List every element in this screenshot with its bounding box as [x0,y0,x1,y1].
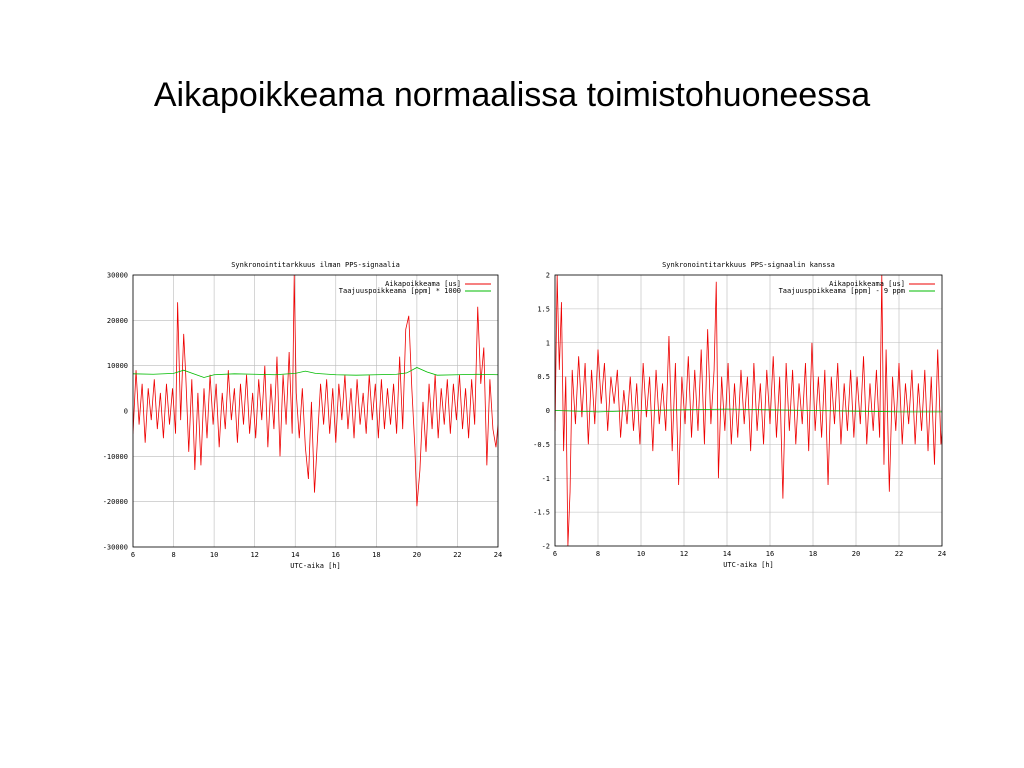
chart-synkronointi-pps-kanssa: Synkronointitarkkuus PPS-signaalin kanss… [533,261,946,569]
chart-0-xtick-label-2: 10 [210,551,218,559]
chart-0-ytick-label-0: -30000 [103,544,128,552]
chart-0-series-line-1 [133,367,498,378]
chart-1-xtick-label-9: 24 [938,550,946,558]
chart-0-ytick-label-2: -10000 [103,453,128,461]
chart-synkronointi-ilman-pps: Synkronointitarkkuus ilman PPS-signaalia… [103,261,503,570]
chart-0-xtick-label-5: 16 [332,551,340,559]
chart-1-xtick-label-8: 22 [895,550,903,558]
slide-title: Aikapoikkeama normaalissa toimistohuonee… [153,76,871,114]
chart-1-ytick-label-7: 1.5 [537,305,550,313]
chart-1-xtick-label-6: 18 [809,550,817,558]
chart-1-xtick-label-7: 20 [852,550,860,558]
chart-0-legend-label-0: Aikapoikkeama [us] [385,280,461,288]
chart-0-ytick-label-1: -20000 [103,498,128,506]
chart-0-xtick-label-0: 6 [131,551,135,559]
chart-0-xlabel: UTC-aika [h] [290,562,341,570]
chart-0-series-line-0 [133,275,498,507]
chart-0-xtick-label-1: 8 [171,551,175,559]
chart-1-legend-label-1: Taajuuspoikkeama [ppm] - 9 ppm [779,287,905,295]
chart-0-title: Synkronointitarkkuus ilman PPS-signaalia [231,261,400,269]
chart-1-ytick-label-3: -0.5 [533,441,550,449]
chart-1-ytick-label-1: -1.5 [533,509,550,517]
chart-1-xtick-label-3: 12 [680,550,688,558]
chart-1-ytick-label-4: 0 [546,407,550,415]
chart-1-xlabel: UTC-aika [h] [723,561,774,569]
chart-1-legend-label-0: Aikapoikkeama [us] [829,280,905,288]
chart-1-series-line-0 [555,275,942,546]
chart-0-ytick-label-3: 0 [124,408,128,416]
chart-1-ytick-label-8: 2 [546,272,550,280]
chart-1-xtick-label-2: 10 [637,550,645,558]
chart-1-series-line-1 [555,408,942,413]
chart-0-plot-frame [132,274,499,548]
chart-1-ytick-label-5: 0.5 [537,373,550,381]
chart-1-ytick-label-0: -2 [542,543,550,551]
chart-0-legend-label-1: Taajuuspoikkeama [ppm] * 1000 [339,287,461,295]
chart-1-title: Synkronointitarkkuus PPS-signaalin kanss… [662,261,835,269]
chart-0-xtick-label-8: 22 [453,551,461,559]
chart-0-ytick-label-5: 20000 [107,317,128,325]
chart-1-plot-frame [554,274,943,547]
chart-1-ytick-label-2: -1 [542,475,550,483]
chart-0-xtick-label-4: 14 [291,551,299,559]
chart-1-xtick-label-0: 6 [553,550,557,558]
chart-0-xtick-label-7: 20 [413,551,421,559]
chart-1-ytick-label-6: 1 [546,339,550,347]
chart-0-ytick-label-4: 10000 [107,362,128,370]
chart-0-xtick-label-3: 12 [250,551,258,559]
chart-0-xtick-label-9: 24 [494,551,502,559]
chart-1-xtick-label-5: 16 [766,550,774,558]
chart-1-xtick-label-1: 8 [596,550,600,558]
chart-0-xtick-label-6: 18 [372,551,380,559]
chart-1-xtick-label-4: 14 [723,550,731,558]
chart-0-ytick-label-6: 30000 [107,272,128,280]
